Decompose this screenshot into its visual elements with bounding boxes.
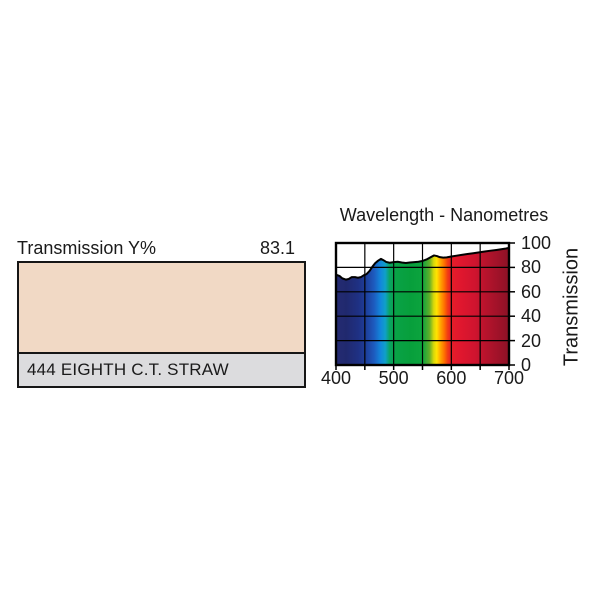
transmission-label: Transmission Y% [17, 238, 157, 258]
transmission-axis-label: Transmission [560, 247, 583, 367]
x-tick-label-700: 700 [493, 368, 525, 388]
y-tick-label-60: 60 [521, 281, 542, 302]
x-tick-label-400: 400 [320, 368, 352, 388]
x-tick-label-500: 500 [378, 368, 409, 388]
filter-name-strip: 444 EIGHTH C.T. STRAW [19, 352, 304, 386]
spectrum-chart [334, 241, 515, 370]
filter-name: 444 EIGHTH C.T. STRAW [27, 360, 229, 379]
filter-color-swatch [19, 263, 304, 352]
y-tick-label-40: 40 [521, 306, 542, 327]
y-tick-label-20: 20 [521, 330, 542, 351]
y-tick-label-100: 100 [521, 233, 552, 253]
y-tick-label-80: 80 [521, 257, 542, 278]
filter-swatch-box: 444 EIGHTH C.T. STRAW [17, 261, 306, 388]
y-tick-label-0: 0 [521, 355, 532, 375]
chart-title: Wavelength - Nanometres [339, 205, 549, 225]
transmission-value: 83.1 [259, 238, 295, 258]
transmission-row: Transmission Y% 83.1 [17, 233, 306, 259]
x-tick-label-600: 600 [436, 368, 467, 388]
